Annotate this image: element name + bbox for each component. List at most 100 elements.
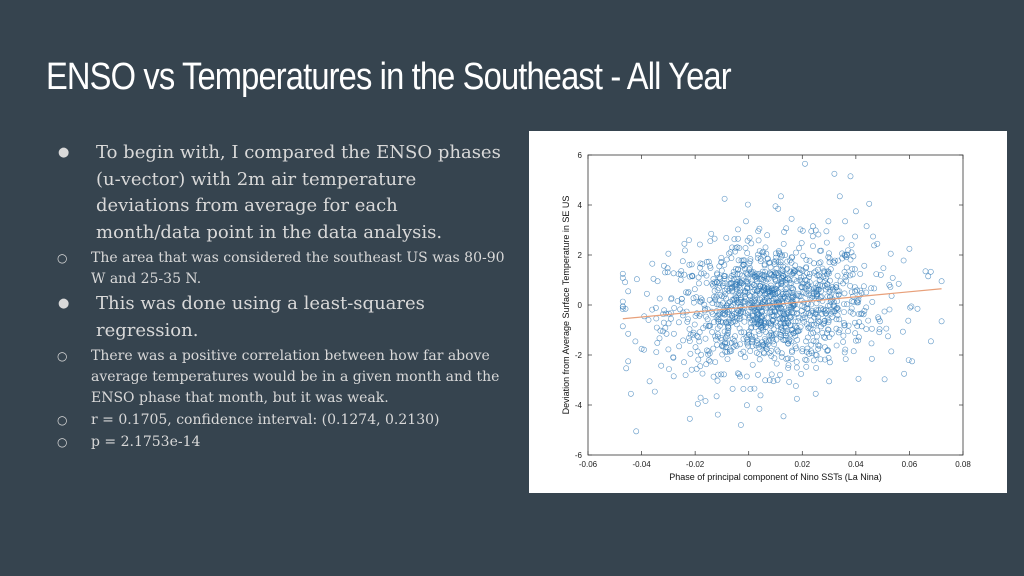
data-point [751,320,758,327]
data-point [779,267,786,274]
data-point [774,270,781,276]
data-point [816,276,823,283]
y-tick-label: -2 [575,351,583,360]
data-point [727,298,733,305]
data-point [774,295,781,301]
data-point [781,312,787,319]
data-point [927,338,934,345]
data-point [696,241,703,248]
data-point [755,251,761,258]
data-point [831,170,838,177]
data-point [834,272,841,279]
data-point [760,252,767,259]
data-point [727,275,734,281]
data-point [686,338,693,344]
data-point [743,402,750,409]
data-point [844,301,850,308]
data-point [860,311,867,318]
data-point [764,304,771,310]
slide-title: ENSO vs Temperatures in the Southeast - … [46,56,732,98]
data-point [712,359,719,365]
data-point [777,315,784,322]
data-point [670,270,677,277]
data-point [885,333,891,340]
bullet-text: This was done using a least-squares regr… [96,293,425,341]
data-point [619,306,626,312]
data-point [813,364,819,371]
data-point [653,304,659,311]
data-point [736,282,743,289]
data-point [803,338,809,345]
x-tick-label: 0.08 [955,460,971,469]
data-point [788,215,795,222]
data-point [744,250,751,256]
data-point [852,330,859,337]
data-point [886,281,893,288]
data-point [764,232,771,239]
data-point [713,393,720,400]
data-point [769,335,776,342]
bullet-dot-icon: ● [58,145,70,160]
data-point [710,373,717,380]
data-point [751,286,758,293]
data-point [834,304,841,311]
data-point [679,258,686,265]
data-point [746,235,753,241]
data-point [740,261,747,268]
data-point [705,357,712,364]
data-point [649,260,656,267]
data-point [757,258,764,265]
data-point [685,316,691,322]
data-point [729,283,736,290]
data-point [825,268,832,275]
data-point [793,364,800,371]
data-point [907,304,913,311]
data-point [792,332,799,339]
data-point [798,266,804,273]
data-point [800,252,807,259]
data-point [777,371,783,378]
data-point [729,287,736,294]
data-point [735,290,742,297]
data-point [832,284,839,291]
data-point [725,325,732,332]
data-point [670,373,677,380]
data-point [869,298,876,305]
data-point [848,305,855,312]
data-point [804,334,811,341]
data-point [705,258,712,265]
data-point [740,385,747,392]
data-point [795,314,802,321]
data-point [824,326,831,333]
data-point [748,240,755,247]
data-point [675,319,682,326]
data-point [756,356,763,363]
data-point [815,231,822,238]
data-point [900,257,907,264]
data-point [766,259,773,266]
data-point [825,254,832,260]
data-point [848,289,855,295]
data-point [765,285,772,292]
data-point [656,295,663,302]
data-point [835,329,842,336]
data-point [718,267,725,274]
data-point [732,282,739,289]
data-point [803,310,810,317]
data-point [852,337,859,344]
data-point [789,298,796,305]
data-point [772,295,779,302]
data-point [664,269,671,276]
data-point [813,289,819,295]
data-point [839,255,845,262]
data-point [826,288,833,295]
data-point [836,288,843,295]
data-point [784,258,791,265]
data-point [653,349,660,355]
data-point [755,327,762,334]
data-point [810,357,817,364]
data-point [682,372,689,378]
data-point [782,336,789,343]
data-point [684,318,691,325]
data-point [739,277,746,284]
